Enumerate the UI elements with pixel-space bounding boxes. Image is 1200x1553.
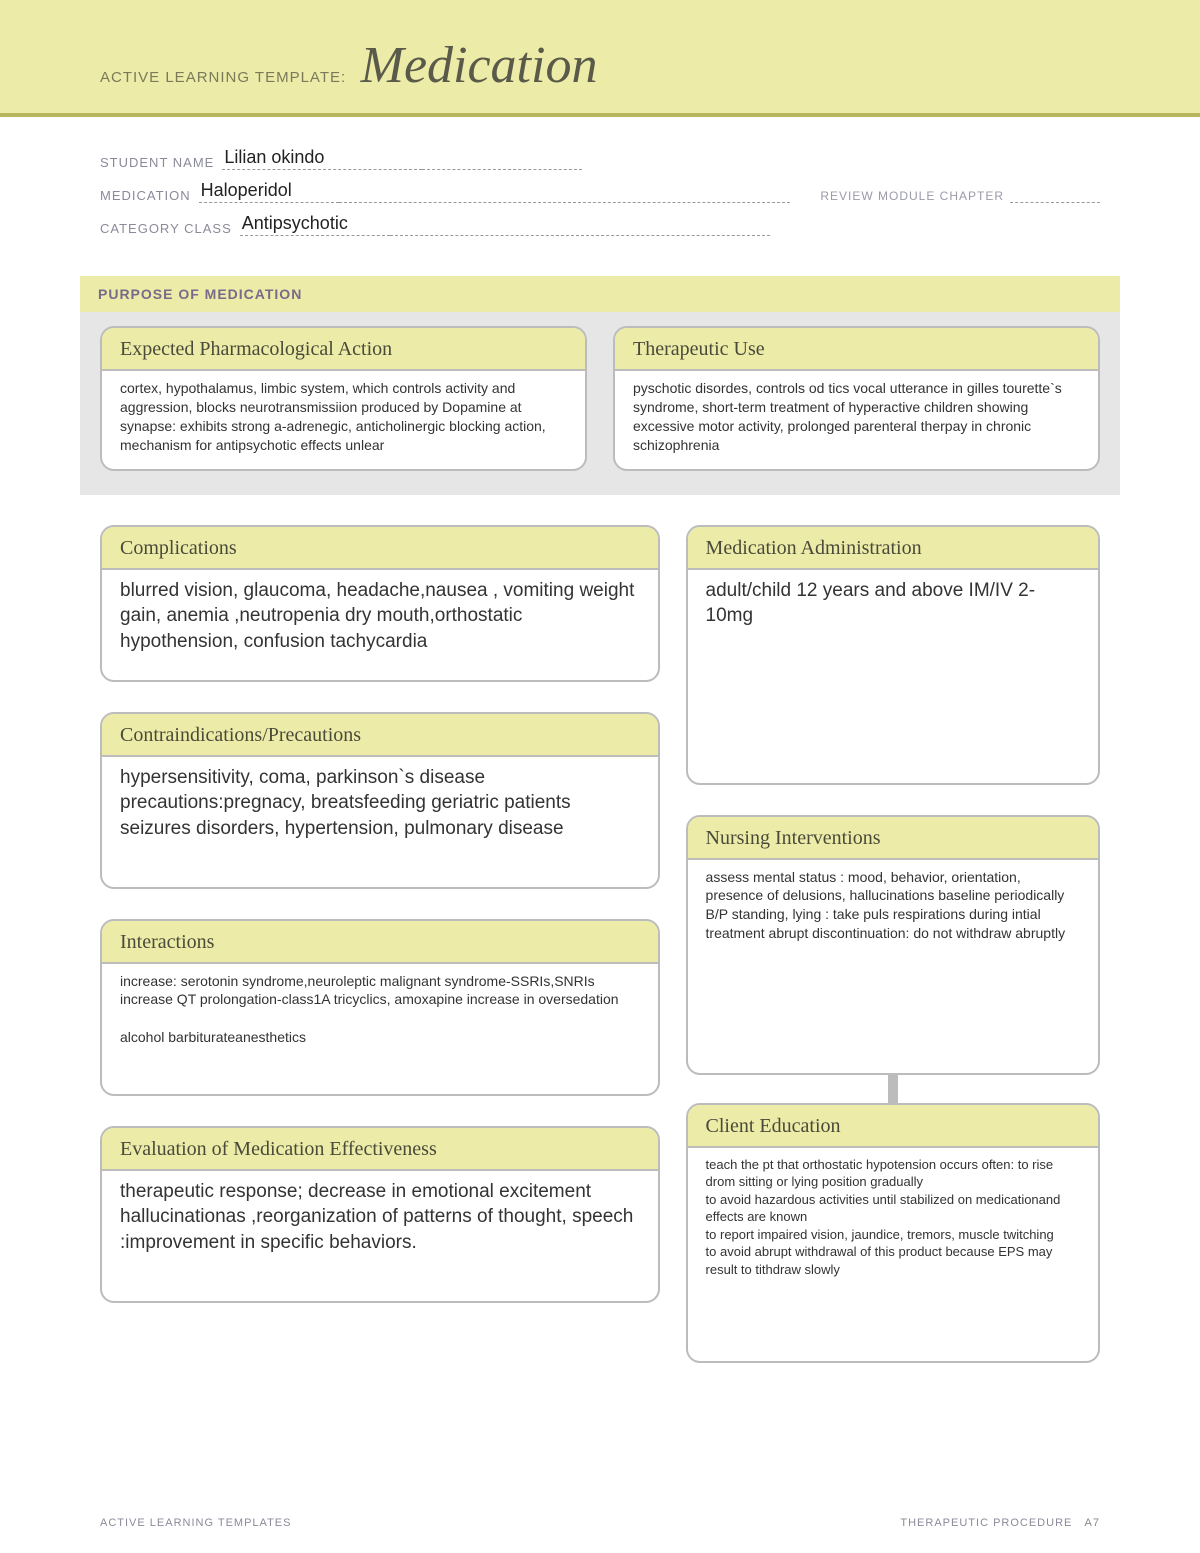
complications-card: Complications blurred vision, glaucoma, … [100, 525, 660, 682]
medication-line [339, 187, 791, 203]
medication-row: MEDICATION Haloperidol REVIEW MODULE CHA… [100, 180, 1100, 203]
complications-body: blurred vision, glaucoma, headache,nause… [102, 570, 658, 680]
admin-card: Medication Administration adult/child 12… [686, 525, 1100, 785]
category-label: CATEGORY CLASS [100, 221, 232, 236]
banner: ACTIVE LEARNING TEMPLATE: Medication [0, 0, 1200, 117]
footer-page: A7 [1085, 1517, 1100, 1529]
contra-card: Contraindications/Precautions hypersensi… [100, 712, 660, 889]
pharma-card: Expected Pharmacological Action cortex, … [100, 326, 587, 471]
evaluation-title: Evaluation of Medication Effectiveness [102, 1128, 658, 1171]
review-line [1010, 187, 1100, 203]
footer-right: THERAPEUTIC PROCEDURE A7 [900, 1517, 1100, 1529]
page: ACTIVE LEARNING TEMPLATE: Medication STU… [0, 0, 1200, 1553]
category-value: Antipsychotic [240, 213, 390, 236]
therapeutic-body: pyschotic disordes, controls od tics voc… [615, 371, 1098, 469]
purpose-section: PURPOSE OF MEDICATION Expected Pharmacol… [80, 276, 1120, 495]
interactions-title: Interactions [102, 921, 658, 964]
complications-title: Complications [102, 527, 658, 570]
nursing-title: Nursing Interventions [688, 817, 1098, 860]
contra-title: Contraindications/Precautions [102, 714, 658, 757]
medication-value: Haloperidol [199, 180, 339, 203]
category-line [390, 220, 770, 236]
pharma-body: cortex, hypothalamus, limbic system, whi… [102, 371, 585, 469]
footer-left: ACTIVE LEARNING TEMPLATES [100, 1517, 291, 1529]
right-column: Medication Administration adult/child 12… [686, 525, 1100, 1363]
admin-body: adult/child 12 years and above IM/IV 2-1… [688, 570, 1098, 643]
therapeutic-title: Therapeutic Use [615, 328, 1098, 371]
banner-title: Medication [361, 36, 598, 95]
nursing-body: assess mental status : mood, behavior, o… [688, 860, 1098, 958]
therapeutic-card: Therapeutic Use pyschotic disordes, cont… [613, 326, 1100, 471]
connector-line [888, 1075, 898, 1103]
review-label: REVIEW MODULE CHAPTER [820, 189, 1004, 203]
footer: ACTIVE LEARNING TEMPLATES THERAPEUTIC PR… [100, 1517, 1100, 1529]
nursing-card: Nursing Interventions assess mental stat… [686, 815, 1100, 1075]
client-card: Client Education teach the pt that ortho… [686, 1103, 1100, 1363]
client-title: Client Education [688, 1105, 1098, 1148]
medication-label: MEDICATION [100, 188, 191, 203]
student-row: STUDENT NAME Lilian okindo [100, 147, 1100, 170]
meta-section: STUDENT NAME Lilian okindo MEDICATION Ha… [0, 117, 1200, 266]
evaluation-card: Evaluation of Medication Effectiveness t… [100, 1126, 660, 1303]
purpose-heading: PURPOSE OF MEDICATION [80, 276, 1120, 312]
client-body: teach the pt that orthostatic hypotensio… [688, 1148, 1098, 1293]
student-line [422, 154, 582, 170]
contra-body: hypersensitivity, coma, parkinson`s dise… [102, 757, 658, 887]
student-value: Lilian okindo [222, 147, 422, 170]
pharma-title: Expected Pharmacological Action [102, 328, 585, 371]
interactions-body: increase: serotonin syndrome,neuroleptic… [102, 964, 658, 1094]
interactions-card: Interactions increase: serotonin syndrom… [100, 919, 660, 1096]
admin-title: Medication Administration [688, 527, 1098, 570]
columns: Complications blurred vision, glaucoma, … [0, 495, 1200, 1363]
student-label: STUDENT NAME [100, 155, 214, 170]
evaluation-body: therapeutic response; decrease in emotio… [102, 1171, 658, 1301]
category-row: CATEGORY CLASS Antipsychotic [100, 213, 1100, 236]
banner-prefix: ACTIVE LEARNING TEMPLATE: [100, 69, 346, 86]
left-column: Complications blurred vision, glaucoma, … [100, 525, 660, 1303]
footer-right-label: THERAPEUTIC PROCEDURE [900, 1517, 1072, 1529]
